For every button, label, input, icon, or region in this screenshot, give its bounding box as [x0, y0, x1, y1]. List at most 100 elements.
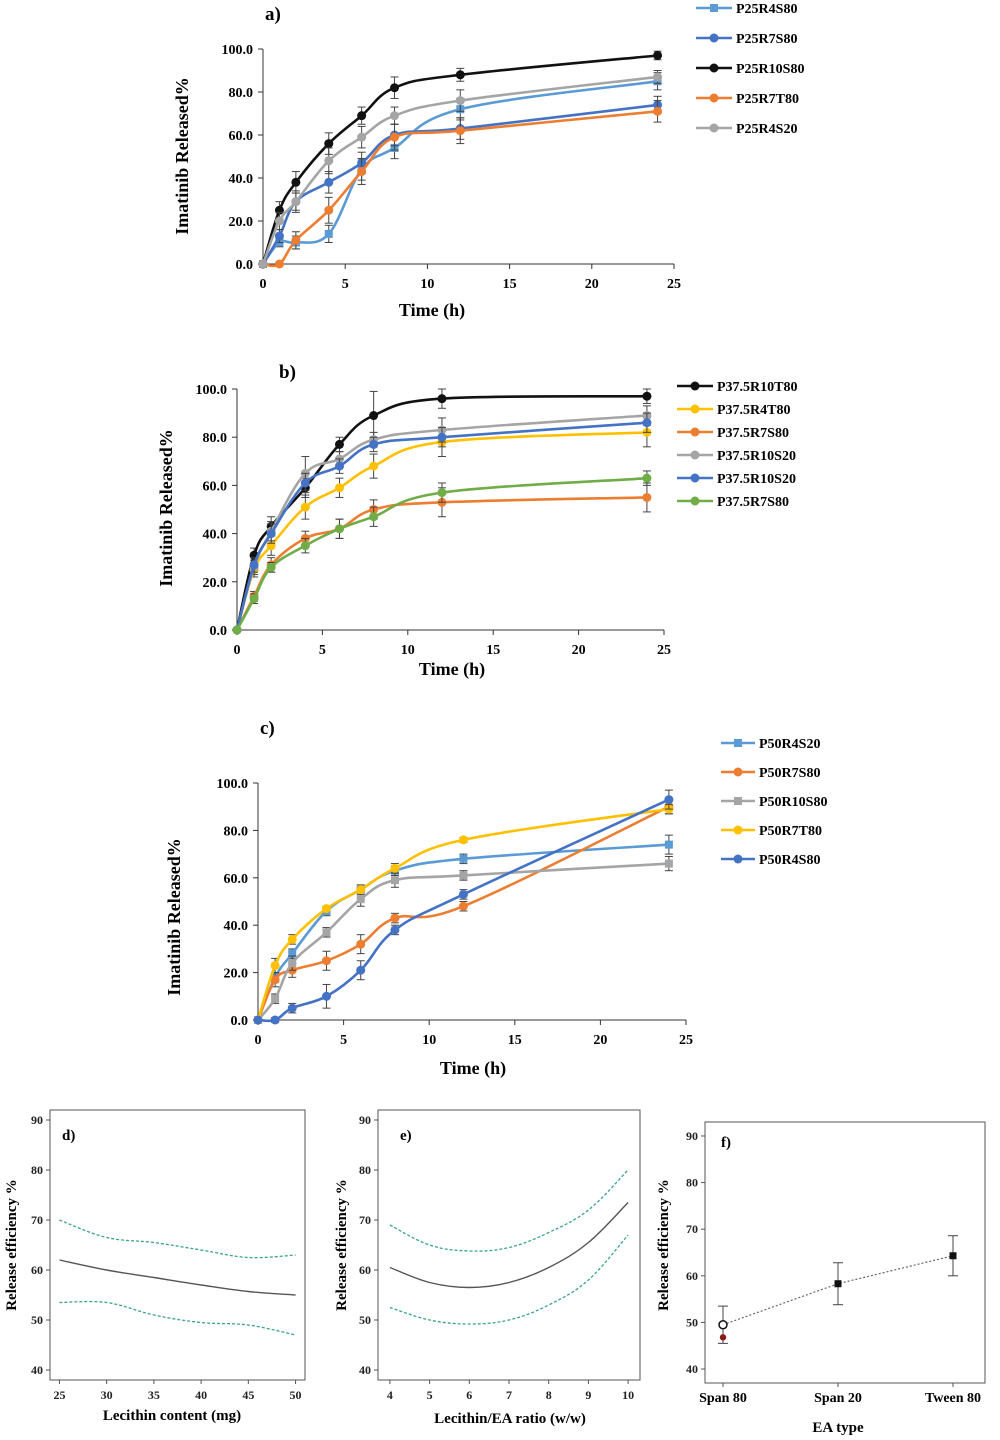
x-tick-label: 6 — [466, 1388, 472, 1402]
data-point — [390, 132, 400, 142]
x-tick-label: 30 — [101, 1388, 113, 1402]
legend-label: P50R7S80 — [759, 766, 820, 781]
legend-label: P25R4S80 — [736, 2, 797, 17]
y-tick-label: 60.0 — [203, 479, 228, 494]
data-point — [437, 432, 447, 442]
legend-label: P50R4S80 — [759, 853, 820, 868]
x-tick-label: Span 80 — [699, 1391, 747, 1406]
data-point — [270, 960, 280, 970]
data-point — [270, 975, 280, 985]
data-point — [642, 391, 652, 401]
y-tick-label: 80 — [359, 1163, 371, 1177]
x-tick-label: 25 — [657, 643, 671, 658]
x-tick-label: 25 — [667, 277, 681, 292]
y-tick-label: 100.0 — [217, 777, 249, 792]
legend-marker — [690, 404, 700, 414]
series-P50R7T80 — [253, 803, 674, 1025]
panel-label: b) — [279, 362, 296, 383]
legend-label: P37.5R10T80 — [717, 380, 798, 395]
data-point — [253, 1015, 263, 1025]
data-point — [334, 524, 344, 534]
data-point — [664, 795, 674, 805]
data-point — [322, 928, 331, 937]
x-axis-title: Time (h) — [419, 659, 485, 680]
y-tick-label: 70 — [686, 1222, 698, 1236]
data-point — [664, 859, 673, 868]
legend-label: P50R7T80 — [759, 824, 822, 839]
data-point — [719, 1334, 727, 1341]
panel-label: a) — [265, 4, 281, 25]
legend-label: P25R4S20 — [736, 122, 797, 137]
data-point — [291, 197, 301, 207]
x-tick-label: 10 — [420, 277, 434, 292]
legend-marker — [690, 381, 700, 391]
data-point — [287, 934, 297, 944]
data-point — [324, 177, 334, 187]
y-tick-label: 40 — [686, 1362, 698, 1376]
data-point — [274, 216, 284, 226]
data-point — [664, 840, 673, 849]
y-tick-label: 80.0 — [229, 86, 254, 101]
data-point — [300, 502, 310, 512]
y-tick-label: 80.0 — [203, 431, 228, 446]
x-tick-label: 20 — [585, 277, 599, 292]
data-point — [291, 177, 301, 187]
y-tick-label: 80.0 — [224, 824, 249, 839]
data-point — [459, 854, 468, 863]
y-tick-label: 40 — [359, 1363, 371, 1377]
x-tick-label: 15 — [508, 1033, 522, 1048]
x-tick-label: 40 — [195, 1388, 207, 1402]
legend-label: P25R10S80 — [736, 62, 804, 77]
y-axis-title: Imatinib Released% — [156, 429, 176, 587]
legend-label: P37.5R7S80 — [717, 426, 789, 441]
y-tick-label: 100.0 — [222, 43, 254, 58]
y-tick-label: 40.0 — [229, 172, 254, 187]
x-tick-label: 20 — [572, 643, 586, 658]
x-tick-label: 8 — [546, 1388, 552, 1402]
data-point — [455, 70, 465, 80]
data-point — [390, 913, 400, 923]
data-point — [270, 1015, 280, 1025]
series-P37.5R10S20 — [232, 412, 652, 635]
data-point — [642, 492, 652, 502]
legend-marker — [690, 496, 700, 506]
data-point — [232, 625, 242, 635]
x-axis-title: EA type — [812, 1420, 864, 1436]
chart-panel-c: c) 0.0 20.0 40.0 60.0 80.0 100.0 0 5 10 15 20 25 Time… — [164, 718, 827, 1079]
data-point — [458, 901, 468, 911]
legend-label: P50R10S80 — [759, 795, 827, 810]
series-P50R4S80 — [253, 789, 674, 1025]
legend-marker — [709, 123, 719, 133]
x-tick-label: 10 — [622, 1388, 634, 1402]
data-point — [334, 483, 344, 493]
data-point — [369, 512, 379, 522]
confidence-band-line — [59, 1219, 296, 1259]
data-point — [834, 1280, 842, 1288]
y-axis-title: Imatinib Released% — [172, 77, 192, 235]
x-tick-label: 5 — [427, 1388, 433, 1402]
chart-panel-e: e) 40 50 60 70 80 90 4 5 6 7 8 9 10 Lecithin/EA ratio … — [334, 1109, 641, 1427]
data-point — [390, 925, 400, 935]
data-point — [300, 478, 310, 488]
y-axis-title: Release efficiency % — [656, 1179, 672, 1311]
data-point — [356, 895, 365, 904]
data-point — [266, 529, 276, 539]
data-point — [455, 96, 465, 106]
data-point — [357, 111, 367, 121]
legend-label: P37.5R7S80 — [717, 495, 789, 510]
series-P37.5R7S80 — [232, 470, 652, 635]
data-point — [369, 461, 379, 471]
data-point — [324, 139, 334, 149]
y-tick-label: 60 — [31, 1263, 43, 1277]
legend-marker — [690, 427, 700, 437]
data-point — [437, 488, 447, 498]
y-tick-label: 60 — [359, 1263, 371, 1277]
plot-frame — [49, 1109, 306, 1381]
x-tick-label: 45 — [242, 1388, 254, 1402]
data-point — [459, 871, 468, 880]
legend-label: P25R7S80 — [736, 32, 797, 47]
x-tick-label: 20 — [593, 1033, 607, 1048]
chart-panel-b: b) 0.0 20.0 40.0 60.0 80.0 100.0 0 5 10 15 20 25 Time… — [156, 362, 798, 680]
legend-label: P50R4S20 — [759, 737, 820, 752]
